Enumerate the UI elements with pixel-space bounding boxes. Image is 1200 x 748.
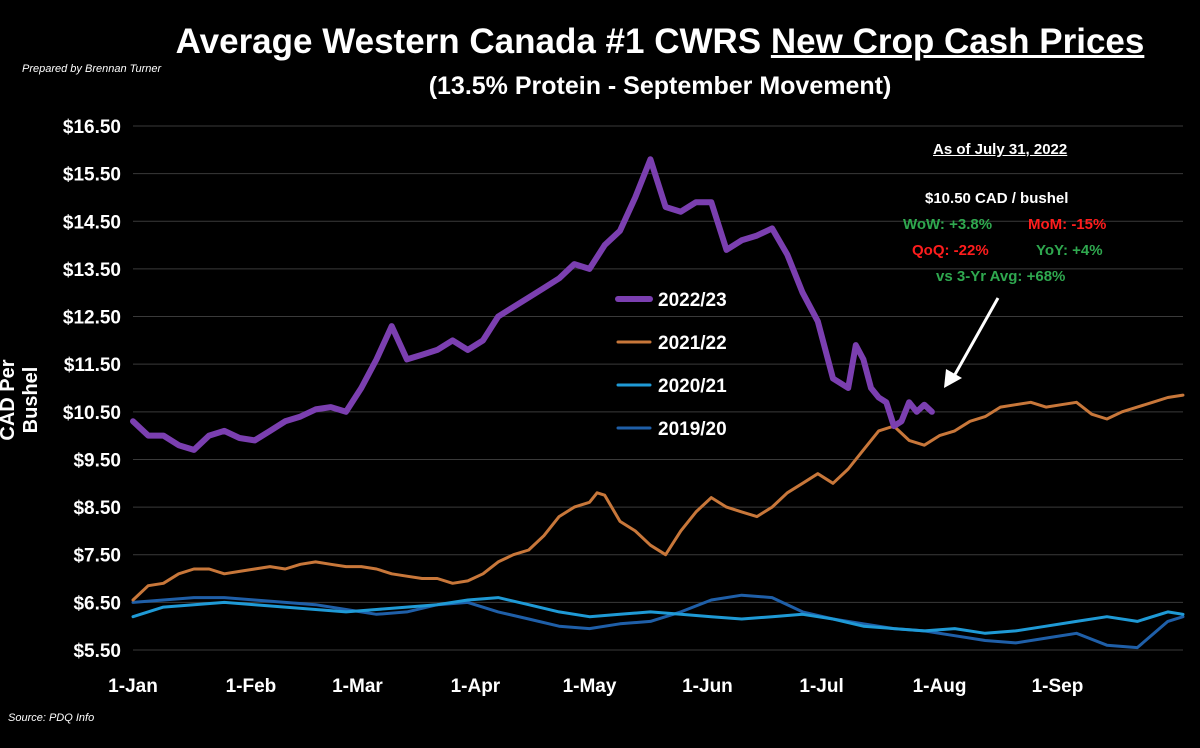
x-tick-label: 1-Aug	[913, 676, 967, 697]
y-tick-label: $7.50	[73, 546, 121, 567]
legend-label: 2022/23	[658, 290, 727, 311]
legend-label: 2019/20	[658, 419, 727, 440]
y-tick-label: $15.50	[63, 165, 121, 186]
credit-text: Prepared by Brennan Turner	[22, 63, 162, 75]
x-tick-label: 1-May	[563, 676, 617, 697]
annotation-arrow-head	[944, 369, 962, 388]
series-line-2020-21	[131, 596, 1185, 635]
x-tick-label: 1-Feb	[226, 676, 277, 697]
chart-title: Average Western Canada #1 CWRS New Crop …	[130, 22, 1190, 62]
series-line-2022-23	[130, 156, 935, 453]
source-text: Source: PDQ Info	[8, 712, 95, 724]
as-of-date: As of July 31, 2022	[933, 141, 1068, 158]
series-line-2021-22	[131, 393, 1185, 602]
y-tick-label: $11.50	[64, 355, 121, 376]
y-tick-label: $16.50	[63, 117, 121, 138]
annotation-arrow-line	[951, 297, 1000, 379]
x-tick-label: 1-Jul	[799, 676, 843, 697]
mom-change: MoM: -15%	[1028, 216, 1107, 233]
vs-3yr-avg: vs 3-Yr Avg: +68%	[936, 268, 1066, 285]
y-tick-label: $9.50	[73, 450, 121, 471]
legend-label: 2020/21	[658, 376, 727, 397]
y-tick-label: $14.50	[63, 212, 121, 233]
legend-label: 2021/22	[658, 333, 727, 354]
qoq-change: QoQ: -22%	[912, 242, 989, 259]
current-price: $10.50 CAD / bushel	[925, 190, 1069, 207]
x-tick-label: 1-Jan	[108, 676, 158, 697]
y-tick-label: $8.50	[73, 498, 121, 519]
x-tick-label: 1-Jun	[682, 676, 733, 697]
x-tick-label: 1-Mar	[332, 676, 383, 697]
y-tick-label: $6.50	[73, 593, 121, 614]
wow-change: WoW: +3.8%	[903, 216, 993, 233]
y-tick-label: $13.50	[63, 260, 121, 281]
title-underlined: New Crop Cash Prices	[770, 22, 1145, 61]
x-tick-label: 1-Sep	[1032, 676, 1084, 697]
series-line-2019-20	[131, 593, 1185, 650]
title-plain: Average Western Canada #1 CWRS	[175, 22, 762, 61]
y-tick-label: $10.50	[63, 403, 121, 424]
x-tick-label: 1-Apr	[451, 676, 501, 697]
yoy-change: YoY: +4%	[1036, 242, 1103, 259]
chart-subtitle: (13.5% Protein - September Movement)	[428, 72, 892, 100]
y-tick-label: $12.50	[63, 308, 121, 329]
y-tick-label: $5.50	[73, 641, 121, 662]
